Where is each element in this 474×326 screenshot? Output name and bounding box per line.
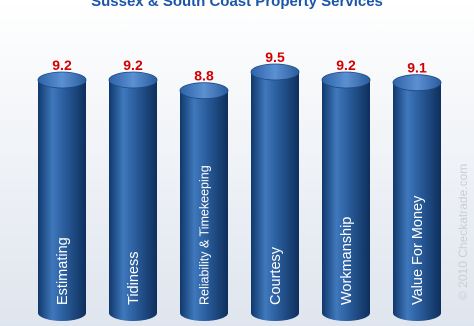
value-label-0: 9.2	[52, 57, 72, 73]
bar-2	[180, 90, 228, 322]
category-label-5: Value For Money	[410, 195, 426, 305]
value-label-4: 9.2	[336, 57, 356, 73]
bar-4	[322, 80, 370, 321]
bar-5	[393, 82, 441, 322]
category-label-3: Courtesy	[268, 246, 284, 305]
bar-cap-2	[179, 82, 229, 100]
bar-cap-4	[321, 71, 371, 89]
bar-3	[251, 72, 299, 321]
bar-cap-3	[250, 63, 300, 81]
category-label-1: Tidiness	[126, 252, 142, 305]
copyright-watermark: © 2010 Checkatrade.com	[456, 163, 470, 300]
value-label-5: 9.1	[407, 60, 427, 76]
category-label-0: Estimating	[55, 237, 71, 305]
value-label-2: 8.8	[194, 68, 214, 84]
bar-cap-1	[108, 71, 158, 89]
category-label-4: Workmanship	[339, 217, 355, 305]
bar-cap-0	[37, 71, 87, 89]
bar-1	[109, 80, 157, 321]
chart-title: Sussex & South Coast Property Services	[91, 0, 383, 10]
bars-layer: 9.2 Estimating 9.2 Tidiness 8.8 Reliability &…	[37, 49, 442, 322]
category-label-2: Reliability & Timekeeping	[198, 165, 212, 305]
bar-cap-5	[392, 74, 442, 92]
bar-0	[38, 80, 86, 321]
value-label-1: 9.2	[123, 57, 143, 73]
value-label-3: 9.5	[265, 49, 285, 65]
